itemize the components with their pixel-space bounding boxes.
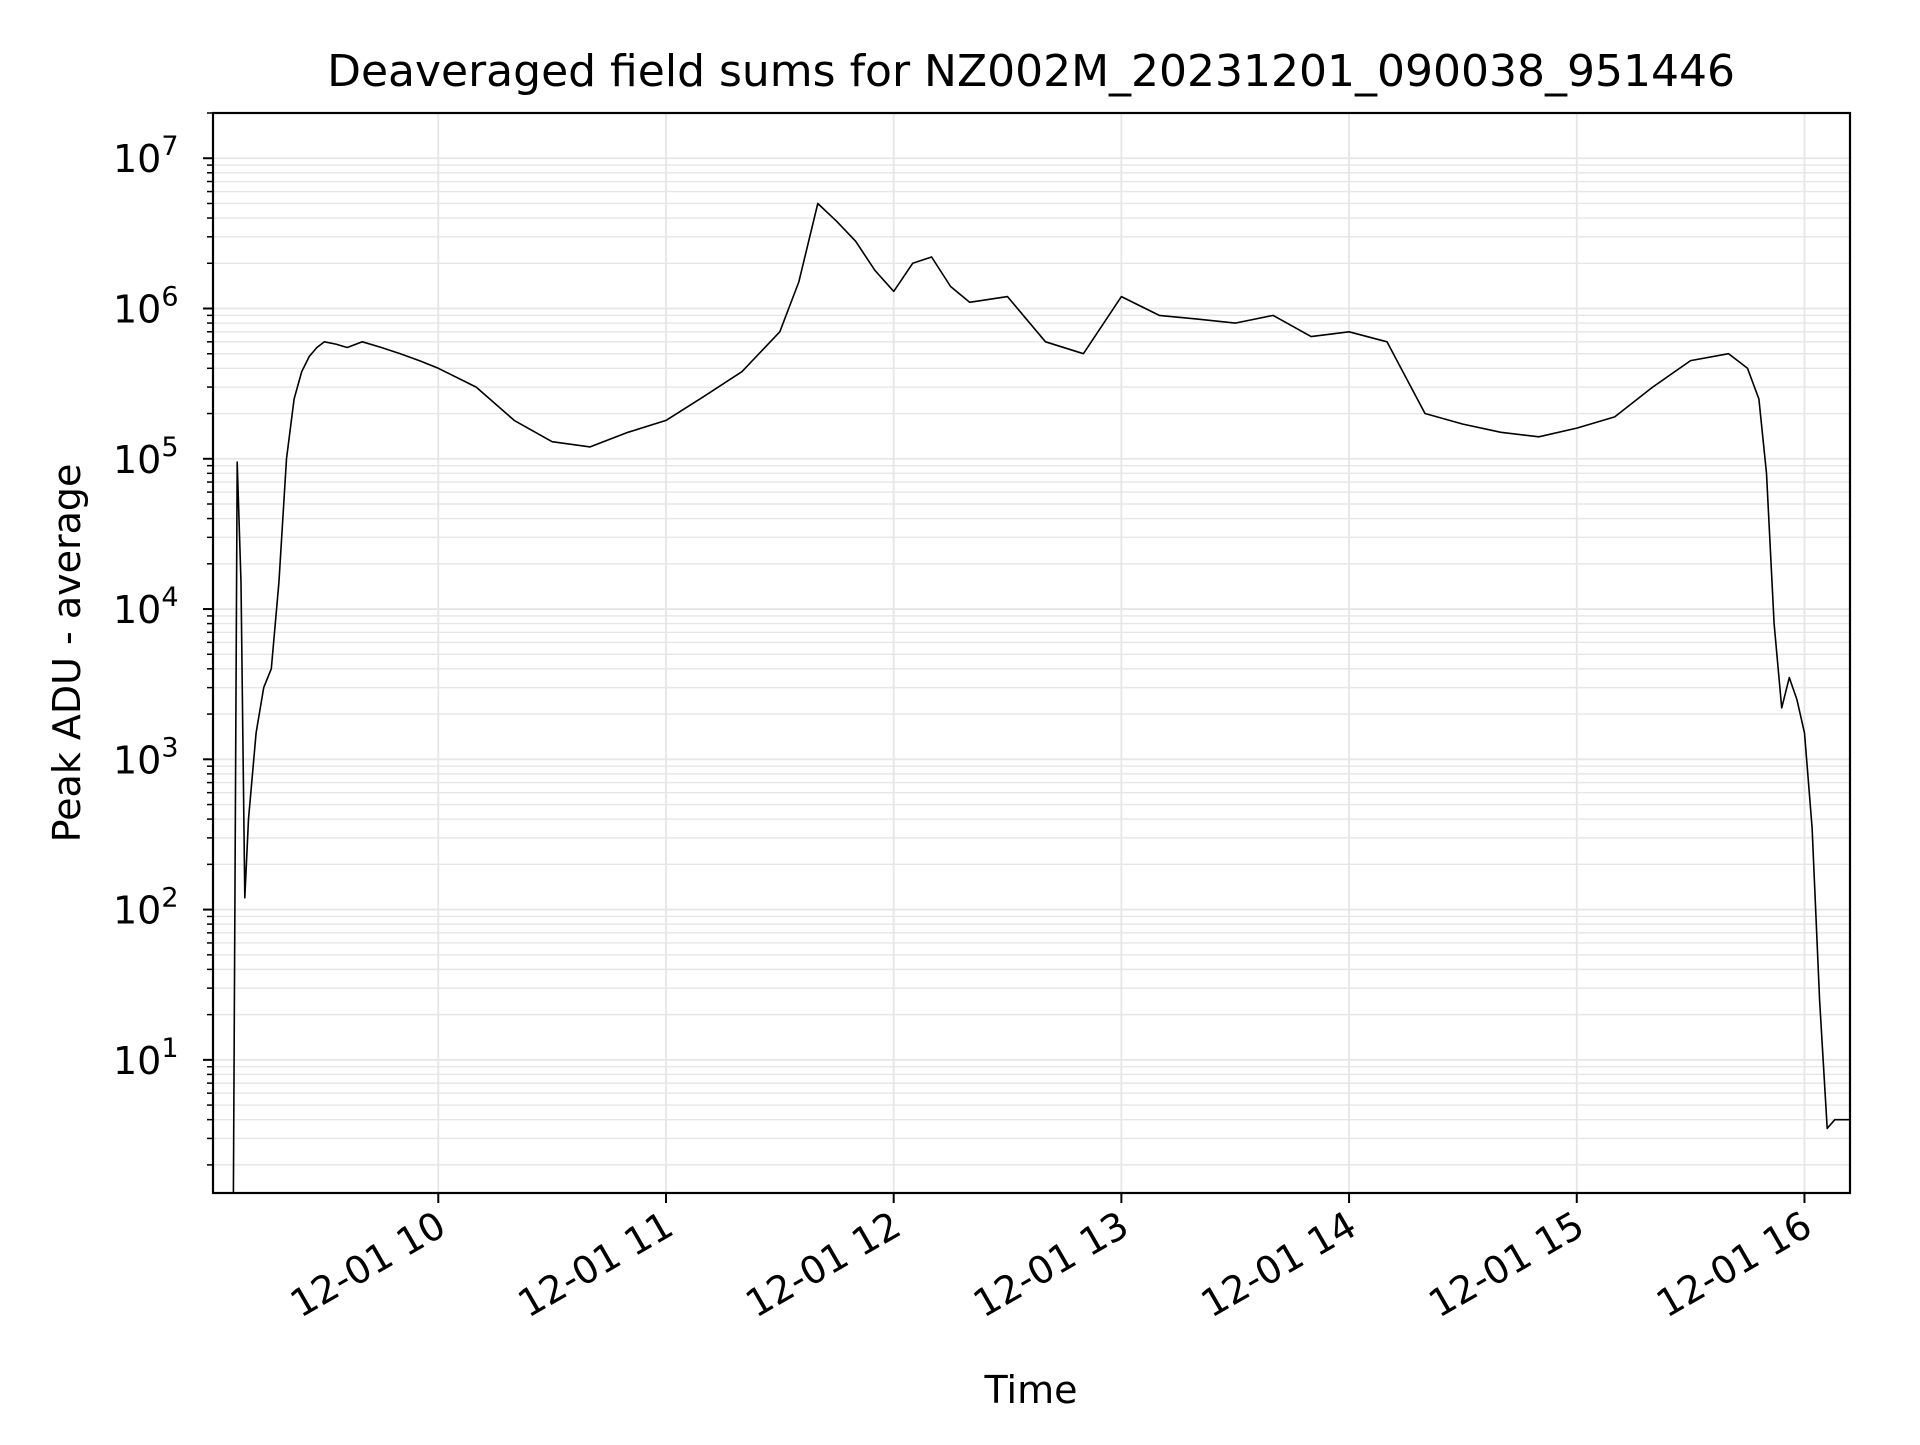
- y-tick-exponent: 1: [161, 1033, 178, 1064]
- series-line: [232, 202, 1850, 1194]
- series-layer: [232, 202, 1850, 1194]
- y-tick-exponent: 7: [161, 131, 178, 162]
- plot-frame: [211, 111, 1852, 1195]
- y-tick-label: 105: [113, 432, 179, 482]
- y-tick-label: 104: [113, 582, 179, 632]
- y-tick-exponent: 2: [161, 883, 178, 914]
- y-tick-exponent: 4: [161, 582, 178, 613]
- grid: [213, 112, 1850, 1193]
- y-tick-exponent: 5: [161, 432, 178, 463]
- y-tick-exponent: 3: [161, 732, 178, 763]
- x-axis-label: Time: [984, 1368, 1078, 1412]
- chart-title: Deaveraged field sums for NZ002M_2023120…: [327, 46, 1735, 97]
- y-axis-label: Peak ADU - average: [45, 464, 89, 843]
- y-tick-exponent: 6: [161, 282, 178, 313]
